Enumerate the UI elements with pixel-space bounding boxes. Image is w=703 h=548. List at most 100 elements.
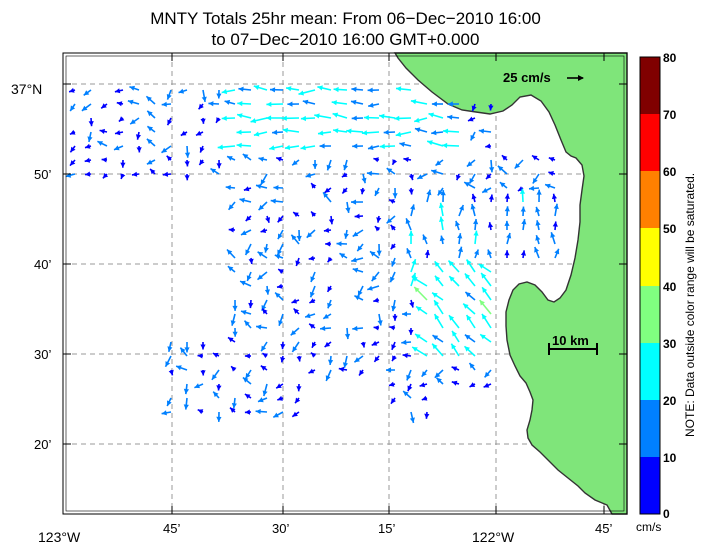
current-vector-arrowhead [277,249,282,256]
current-vector-arrowhead [403,157,409,163]
current-vector-arrowhead [256,324,262,330]
current-vector-arrowhead [244,394,251,399]
current-vector-arrowhead [390,243,396,250]
current-vector-arrowhead [408,329,414,335]
current-vector-arrowhead [305,313,311,319]
x-tick-label-122w: 122°W [472,529,515,545]
current-vector-arrowhead [392,355,397,362]
current-vector-arrowhead [277,233,283,240]
current-vector-arrowhead [497,165,504,172]
current-vector-arrowhead [275,292,281,298]
current-vector-arrowhead [361,130,368,136]
current-vector-arrowhead [408,189,414,195]
current-vector-arrowhead [197,353,203,359]
current-vector-arrowhead [395,131,402,137]
current-vector-arrowhead [319,143,325,149]
current-vector-arrowhead [406,248,412,254]
current-vector-arrowhead [183,388,189,395]
current-vector-arrowhead [470,204,476,210]
current-vector-arrowhead [246,275,252,281]
current-vector-arrowhead [260,228,267,233]
current-vector-arrowhead [262,353,268,359]
current-vector-arrowhead [478,264,485,269]
current-vector-arrowhead [167,346,173,352]
current-vector-arrowhead [262,390,268,396]
current-vector-arrowhead [237,101,243,107]
current-vector-arrowhead [199,147,205,153]
current-vector-arrowhead [415,334,421,339]
current-vector-arrowhead [487,222,494,228]
current-vector-arrowhead [489,167,495,173]
colorbar-segment-10-20 [640,400,660,457]
current-vector-arrowhead [421,371,427,377]
colorbar-label-20: 20 [663,394,677,408]
current-vector-arrowhead [548,157,555,162]
current-vector-arrowhead [224,99,231,105]
current-vector-arrowhead [488,105,494,111]
current-vector-arrowhead [379,113,385,119]
current-vector-arrowhead [250,118,257,124]
current-vector-arrowhead [245,372,251,379]
current-vector-arrowhead [466,315,472,321]
current-vector-arrowhead [290,330,297,336]
current-vector-arrowhead [514,163,520,169]
current-vector-arrowhead [256,184,262,189]
current-vector-arrowhead [341,172,348,178]
current-vector-arrowhead [473,230,479,236]
current-vector-arrowhead [394,115,400,121]
map-title-line-1: MNTY Totals 25hr mean: From 06−Dec−2010 … [150,9,541,28]
current-vector-arrowhead [260,179,266,185]
current-vector-arrowhead [373,297,379,303]
current-vector-arrowhead [488,194,494,200]
current-vector-arrowhead [535,206,541,213]
current-vector-arrowhead [504,220,510,226]
current-vector-arrowhead [302,99,309,105]
current-vector-arrowhead [180,130,187,136]
current-vector-arrowhead [376,250,382,256]
current-vector-arrowhead [230,407,236,413]
current-vector-arrowhead [216,163,222,169]
current-vector-arrowhead [428,112,434,118]
current-vector-arrowhead [482,187,488,193]
current-vector-arrowhead [392,159,398,165]
current-vector-arrowhead [548,171,554,176]
current-vector-arrowhead [245,215,252,221]
current-vector-arrowhead [366,170,372,176]
current-vectors [65,85,560,424]
current-vector-arrowhead [473,219,479,225]
current-vector-arrowhead [327,256,333,263]
current-vector-arrowhead [200,118,206,124]
current-vector-arrowhead [293,308,299,314]
current-vector-arrowhead [357,290,363,296]
current-vector-arrowhead [506,233,512,239]
current-vector-arrowhead [244,320,250,327]
current-vector-arrowhead [114,88,121,94]
current-vector-arrowhead [354,357,360,363]
current-vector-arrowhead [84,157,91,163]
current-vector-arrowhead [487,249,493,256]
x-tick-label-45-east: 45’ [595,521,612,536]
current-vector-arrowhead [323,313,329,319]
current-vector-arrowhead [273,412,279,418]
current-vector-arrowhead [281,115,287,121]
current-vector-arrowhead [399,141,405,147]
current-vector-arrowhead [208,101,214,107]
current-vector-arrowhead [359,369,365,376]
y-tick-label-30: 30’ [34,347,51,362]
current-vector-arrowhead [265,217,271,223]
current-vector-arrowhead [447,101,453,107]
current-vector-arrowhead [417,174,423,179]
current-vector-arrowhead [225,185,231,191]
current-vector-arrowhead [253,85,260,90]
current-vector-arrowhead [311,211,317,217]
current-vector-arrowhead [388,381,395,387]
current-vector-arrowhead [373,157,379,163]
current-vector-arrowhead [184,161,190,167]
current-vector-arrowhead [120,162,126,168]
current-vector-arrowhead [282,127,288,133]
current-vector-arrowhead [292,346,298,352]
current-vector-arrowhead [194,383,200,389]
current-vector-arrowhead [183,404,189,410]
current-vector-arrowhead [451,380,458,386]
x-tick-label-45: 45’ [163,521,180,536]
